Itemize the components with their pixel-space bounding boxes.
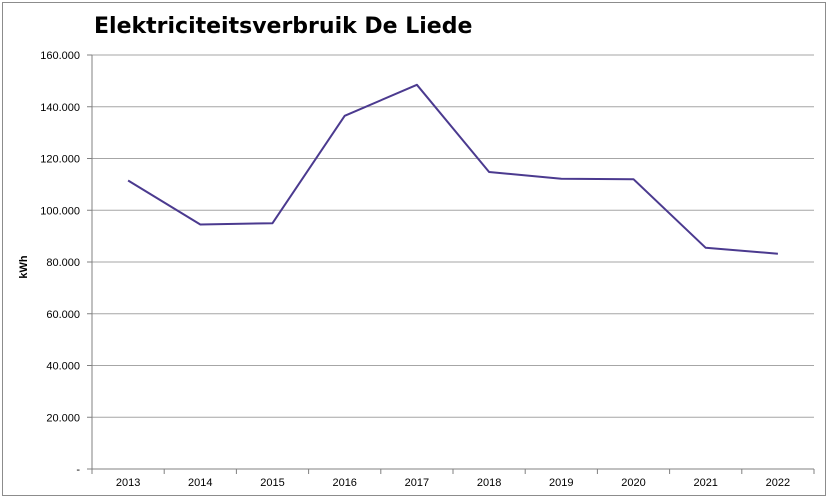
y-tick-label: - (76, 464, 80, 476)
chart-title: Elektriciteitsverbruik De Liede (94, 14, 473, 39)
x-tick-label: 2013 (116, 477, 140, 489)
y-tick-label: 120.000 (40, 154, 80, 166)
y-tick-label: 40.000 (46, 361, 80, 373)
axes (87, 54, 815, 474)
x-tick-label: 2014 (188, 477, 212, 489)
y-tick-label: 80.000 (46, 257, 80, 269)
x-tick-label: 2015 (260, 477, 284, 489)
y-axis-title: kWh (18, 255, 30, 279)
x-tick-label: 2018 (477, 477, 501, 489)
y-tick-label: 160.000 (40, 50, 80, 62)
x-tick-label: 2019 (549, 477, 573, 489)
y-tick-label: 140.000 (40, 102, 80, 114)
y-tick-label: 100.000 (40, 205, 80, 217)
x-tick-label: 2022 (766, 477, 790, 489)
x-tick-label: 2020 (621, 477, 645, 489)
x-tick-label: 2016 (332, 477, 356, 489)
series-line (127, 83, 778, 255)
y-tick-label: 60.000 (46, 309, 80, 321)
gridlines (92, 54, 814, 418)
x-tick-labels: 2013 2014 2015 2016 2017 2018 2019 2020 2021 2022 (116, 477, 790, 489)
x-tick-label: 2017 (405, 477, 429, 489)
x-tick-label: 2021 (693, 477, 717, 489)
y-tick-labels: - 20.000 40.000 60.000 80.000 100.000 120.000 1… (40, 50, 80, 476)
series-group (127, 83, 778, 255)
y-tick-label: 20.000 (46, 412, 80, 424)
